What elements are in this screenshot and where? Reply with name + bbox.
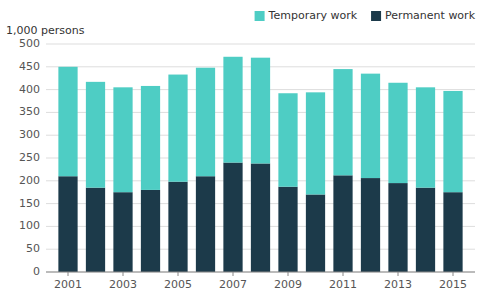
legend-swatch <box>371 11 381 21</box>
legend-label: Permanent work <box>385 9 476 22</box>
bar <box>278 93 297 186</box>
grid-line <box>46 44 475 45</box>
y-tick-label: 400 <box>19 83 40 96</box>
x-tick <box>123 272 124 276</box>
bar <box>58 67 77 176</box>
legend-label: Temporary work <box>268 9 358 22</box>
x-tick-label: 2013 <box>384 278 412 291</box>
y-tick-label: 350 <box>19 105 40 118</box>
bar <box>223 57 242 163</box>
y-tick-label: 300 <box>19 128 40 141</box>
y-tick-label: 100 <box>19 219 40 232</box>
bar <box>168 182 187 272</box>
y-axis-label: 1,000 persons <box>6 24 85 37</box>
bar <box>251 163 270 272</box>
x-tick-label: 2007 <box>219 278 247 291</box>
x-tick <box>343 272 344 276</box>
bar <box>388 183 407 272</box>
chart: 0 50 100 150 200 250 300 350 400 450 500 2001 2003 20… <box>0 0 491 302</box>
bar <box>251 58 270 164</box>
x-axis-line <box>46 272 475 273</box>
bar <box>113 87 132 192</box>
x-tick-label: 2011 <box>329 278 357 291</box>
x-tick <box>178 272 179 276</box>
x-tick-label: 2003 <box>109 278 137 291</box>
legend: Temporary work Permanent work <box>255 9 476 22</box>
bar <box>196 176 215 272</box>
bar <box>333 69 352 175</box>
bar <box>141 190 160 272</box>
x-tick-label: 2001 <box>54 278 82 291</box>
bar <box>443 91 462 192</box>
x-tick <box>288 272 289 276</box>
x-tick <box>68 272 69 276</box>
bar <box>306 92 325 194</box>
bar <box>58 176 77 272</box>
y-tick-label: 250 <box>19 151 40 164</box>
bar <box>223 163 242 272</box>
bar <box>416 188 435 272</box>
y-tick-label: 450 <box>19 60 40 73</box>
x-tick <box>233 272 234 276</box>
x-tick-label: 2005 <box>164 278 192 291</box>
bar <box>306 194 325 272</box>
y-tick-label: 500 <box>19 37 40 50</box>
x-tick-label: 2015 <box>439 278 467 291</box>
legend-swatch <box>255 11 265 21</box>
bar <box>278 187 297 272</box>
bar <box>388 83 407 183</box>
y-tick-label: 150 <box>19 197 40 210</box>
bar <box>86 188 105 272</box>
x-tick <box>398 272 399 276</box>
bar <box>361 74 380 178</box>
bar <box>333 175 352 272</box>
bar <box>361 178 380 272</box>
bar <box>168 75 187 182</box>
bar <box>416 87 435 187</box>
x-tick-label: 2009 <box>274 278 302 291</box>
bars <box>58 57 462 272</box>
y-tick-label: 200 <box>19 174 40 187</box>
bar <box>196 68 215 177</box>
bar <box>113 192 132 272</box>
bar <box>443 192 462 272</box>
y-tick-label: 50 <box>26 242 40 255</box>
x-tick <box>453 272 454 276</box>
grid-line <box>46 272 475 273</box>
bar <box>86 82 105 188</box>
y-tick-label: 0 <box>33 265 40 278</box>
bar <box>141 86 160 190</box>
